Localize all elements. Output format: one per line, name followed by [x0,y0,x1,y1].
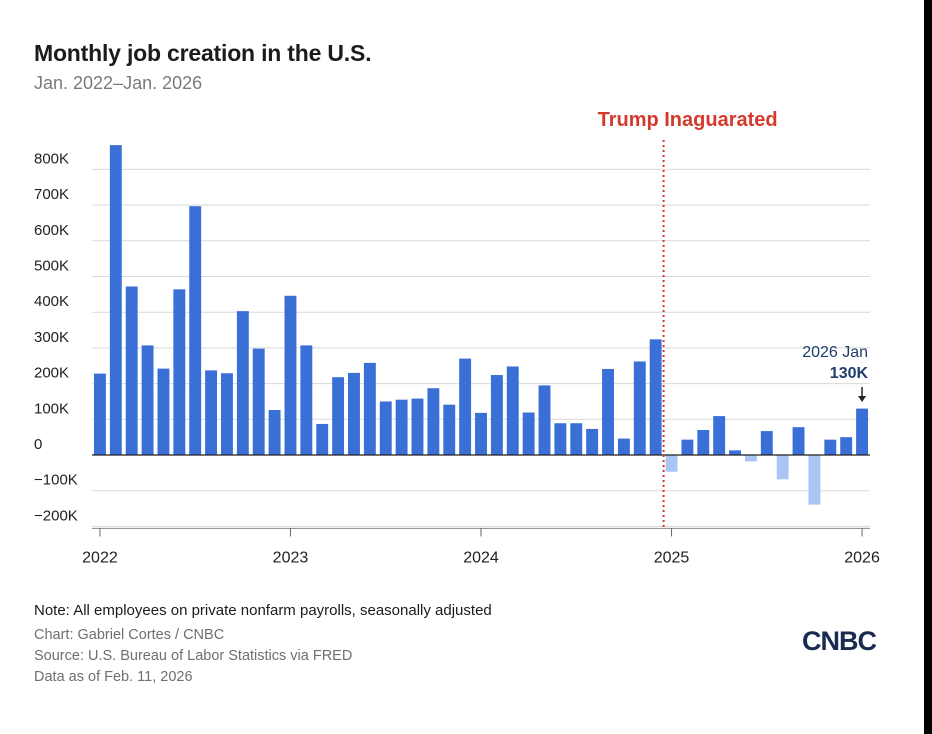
bar [348,372,360,455]
bar [729,450,741,455]
bar [697,430,710,455]
right-edge-border [924,0,932,734]
bar [713,416,726,455]
bar [586,428,599,455]
bar [824,439,837,455]
bar [681,439,694,455]
annotations: Trump Inaguarated 2026 Jan 130K [598,109,869,529]
x-tick-label: 2025 [654,549,690,566]
bar [300,345,313,455]
bar [236,311,249,455]
y-tick-label: 200K [34,365,69,382]
x-axis: 2022 2023 2024 2025 2026 [82,527,880,566]
bar [522,412,535,455]
bar [840,437,853,455]
bar [475,412,487,455]
bar-chart: 800K 700K 600K 500K 400K 300K 200K 100K 0 −100K −2… [34,109,880,566]
bar [252,348,265,455]
chart-subtitle: Jan. 2022–Jan. 2026 [34,73,203,93]
bar [109,145,122,455]
bar [205,370,218,455]
bar [221,373,233,455]
y-tick-label: 600K [34,222,69,239]
bar [602,368,614,455]
y-tick-label: 400K [34,293,69,310]
y-tick-label: 800K [34,150,69,167]
bar [93,373,106,455]
bars [93,145,869,505]
bar [379,401,392,455]
bar [792,427,805,455]
bar [649,339,662,455]
bar [744,455,757,462]
bar [443,404,456,455]
bar [760,431,773,455]
bar [141,345,154,455]
bar [284,295,297,455]
bar [363,362,376,455]
y-tick-label: 100K [34,400,69,417]
bar [189,206,202,455]
bar [538,385,551,455]
bar [665,455,678,472]
trump-inauguration-label: Trump Inaguarated [598,109,778,131]
bar [173,289,186,455]
bar [268,410,281,455]
x-tick-label: 2024 [463,549,499,566]
bar [617,438,630,455]
chart-title: Monthly job creation in the U.S. [34,40,372,66]
chart-note: Note: All employees on private nonfarm p… [34,602,492,619]
y-tick-label: 700K [34,186,69,203]
bar [459,358,472,455]
x-tick-label: 2023 [273,549,309,566]
x-tick-label: 2026 [844,549,880,566]
chart-source: Source: U.S. Bureau of Labor Statistics … [34,648,353,664]
bar [570,423,583,455]
bar [506,366,519,455]
y-tick-label: −200K [34,507,78,524]
bar [554,423,567,455]
bar [427,388,440,455]
bar [856,408,869,455]
gridlines [92,168,870,527]
bar [411,398,424,455]
chart-credit: Chart: Gabriel Cortes / CNBC [34,627,225,643]
down-arrow-icon [858,396,867,402]
latest-month-label: 2026 Jan [802,344,868,361]
bar [157,368,170,455]
bar [332,377,345,455]
bar [490,375,503,455]
bar [125,286,138,455]
bar [633,361,646,455]
y-tick-label: 0 [34,436,42,453]
bar [395,399,408,455]
x-tick-label: 2022 [82,549,118,566]
y-axis-labels: 800K 700K 600K 500K 400K 300K 200K 100K 0 −100K −2… [34,150,78,524]
cnbc-logo: CNBC [802,626,877,656]
latest-value-label: 130K [830,365,869,382]
bar [316,423,329,455]
y-tick-label: −100K [34,472,78,489]
y-tick-label: 500K [34,258,69,275]
y-tick-label: 300K [34,329,69,346]
bar [808,455,821,505]
bar [776,455,789,480]
data-as-of: Data as of Feb. 11, 2026 [34,669,193,685]
